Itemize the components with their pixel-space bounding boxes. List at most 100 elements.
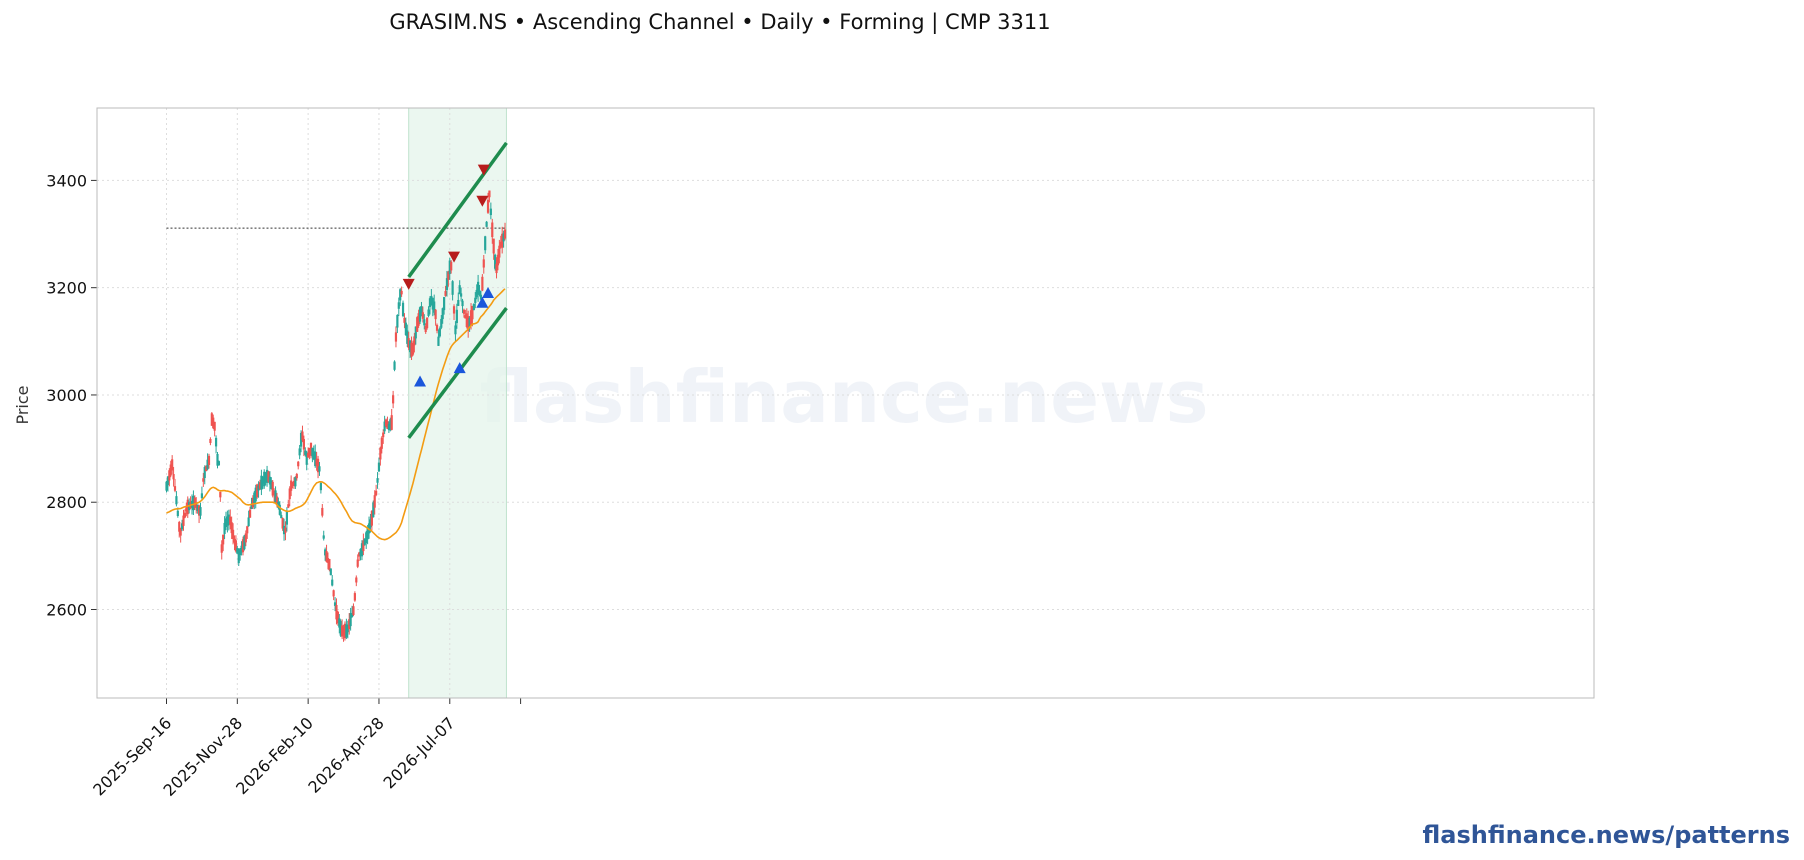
candle-body <box>193 497 196 508</box>
candle-body <box>335 604 338 620</box>
candle-body <box>502 233 505 242</box>
candle-body <box>308 447 311 456</box>
candle-body <box>206 459 209 470</box>
candle-body <box>437 336 440 346</box>
y-tick-label: 2800 <box>46 493 87 512</box>
y-tick-label: 3400 <box>46 171 87 190</box>
candle-body <box>319 482 322 491</box>
candle-body <box>458 285 461 294</box>
candle-body <box>460 293 463 297</box>
candle-body <box>250 504 253 509</box>
footer-link[interactable]: flashfinance.news/patterns <box>1422 821 1790 849</box>
candle-body <box>501 233 504 248</box>
candle-body <box>263 471 266 487</box>
candle-body <box>461 300 464 307</box>
candle-body <box>383 421 386 432</box>
candle-body <box>273 490 276 495</box>
candle-body <box>203 467 206 479</box>
candle-body <box>298 448 301 456</box>
channel-shade <box>408 108 507 698</box>
candle-body <box>445 278 449 291</box>
candle-body <box>373 495 376 508</box>
candle-body <box>410 342 413 357</box>
y-axis-label: Price <box>13 385 32 424</box>
candle-body <box>394 332 398 342</box>
candle-body <box>452 306 456 314</box>
pivot-low-marker <box>453 362 466 374</box>
candle-body <box>503 229 507 239</box>
candle-body <box>363 538 366 545</box>
candle-body <box>353 593 356 601</box>
candle-body <box>314 451 317 467</box>
candle-body <box>366 527 369 540</box>
candle-body <box>277 501 280 508</box>
candle-body <box>457 299 460 306</box>
candle-body <box>274 490 277 504</box>
candle-body <box>183 512 187 518</box>
candle-body <box>427 309 430 316</box>
candle-body <box>227 514 230 525</box>
moving-average-line <box>166 288 506 541</box>
candle-body <box>343 623 347 639</box>
candle-body <box>411 344 415 355</box>
candle-body <box>440 318 443 328</box>
candle-body <box>182 515 185 526</box>
candle-body <box>474 297 477 303</box>
candle-body <box>462 309 466 314</box>
candle-body <box>281 518 284 529</box>
candle-body <box>481 276 484 291</box>
candle-body <box>486 199 490 213</box>
candle-body <box>479 294 483 300</box>
candle-body <box>311 447 314 457</box>
candle-body <box>477 281 480 295</box>
candle-body <box>448 260 451 275</box>
candle-body <box>365 532 368 544</box>
candle-body <box>179 528 182 536</box>
candle-body <box>376 478 379 483</box>
candle-body <box>282 525 286 535</box>
candle-body <box>349 613 352 627</box>
candle-body <box>339 621 342 636</box>
candle-body <box>236 548 239 554</box>
candle-body <box>264 472 267 483</box>
candle-body <box>171 459 174 471</box>
candle-body <box>316 458 320 473</box>
pivot-low-marker <box>482 287 495 299</box>
x-tick-label: 2026-Jul-07 <box>380 713 459 792</box>
candle-body <box>471 306 474 320</box>
candle-body <box>418 307 422 322</box>
candle-body <box>299 432 303 447</box>
candle-body <box>451 281 454 295</box>
candle-body <box>482 259 485 268</box>
candle-body <box>375 490 378 496</box>
candle-body <box>196 504 199 512</box>
candle-body <box>387 424 390 430</box>
candle-body <box>389 419 392 431</box>
candle-body <box>393 361 396 370</box>
pivot-high-marker <box>476 195 489 207</box>
candle-body <box>271 481 274 496</box>
pivot-high-marker <box>477 164 490 176</box>
candle-body <box>435 324 439 331</box>
candle-body <box>309 442 313 455</box>
candle-body <box>372 502 375 518</box>
candle-body <box>312 451 315 460</box>
candle-body <box>180 523 184 530</box>
candle-body <box>450 261 453 271</box>
candle-body <box>433 301 436 313</box>
chart-title: GRASIM.NS • Ascending Channel • Daily • … <box>389 10 1050 35</box>
candle-body <box>328 559 331 570</box>
candle-body <box>496 254 500 266</box>
candle-body <box>278 504 281 515</box>
candle-body <box>219 491 222 498</box>
candle-body <box>341 625 344 637</box>
candle-body <box>467 316 470 331</box>
candle-body <box>345 624 348 638</box>
candle-body <box>197 505 201 516</box>
candle-body <box>295 474 298 479</box>
candle-body <box>253 492 256 505</box>
candle-body <box>290 480 293 491</box>
candle-body <box>294 476 297 487</box>
candle-body <box>257 485 260 491</box>
